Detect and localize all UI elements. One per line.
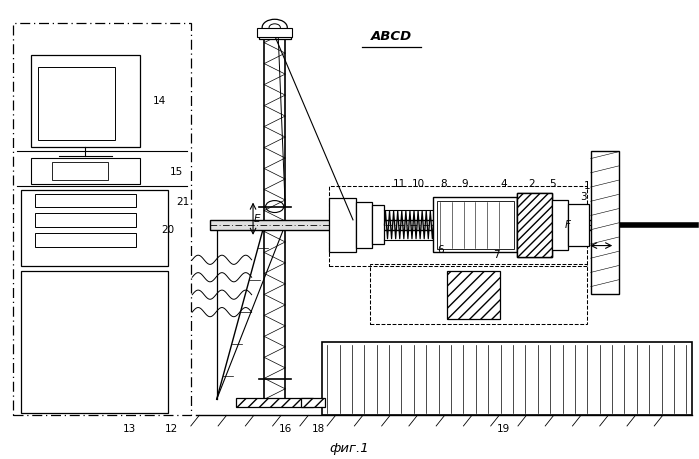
Text: 8: 8 — [440, 179, 447, 189]
Bar — [517, 193, 552, 257]
Bar — [356, 202, 372, 248]
Bar — [31, 55, 140, 147]
Text: фиг.1: фиг.1 — [330, 442, 369, 455]
Bar — [591, 151, 619, 294]
Text: 11: 11 — [394, 179, 406, 189]
Bar — [236, 398, 313, 407]
Bar — [437, 201, 514, 249]
Bar — [372, 205, 384, 244]
Bar — [257, 28, 292, 37]
Text: 21: 21 — [177, 197, 189, 207]
Text: 15: 15 — [170, 167, 182, 177]
Text: E: E — [254, 214, 261, 224]
Bar — [517, 193, 552, 257]
Text: 9: 9 — [461, 179, 468, 189]
Text: 3: 3 — [580, 192, 587, 202]
Bar — [568, 204, 589, 246]
Bar — [329, 198, 356, 252]
Bar — [38, 67, 115, 140]
Bar — [21, 271, 168, 413]
Text: 16: 16 — [279, 424, 291, 434]
Bar — [259, 30, 291, 39]
Text: 7: 7 — [493, 250, 500, 260]
Bar — [35, 194, 136, 207]
Bar — [21, 190, 168, 266]
Bar — [52, 162, 108, 180]
Bar — [447, 271, 500, 319]
Text: 13: 13 — [123, 424, 136, 434]
Text: 20: 20 — [161, 225, 174, 235]
Text: 10: 10 — [412, 179, 424, 189]
Text: ABCD: ABCD — [371, 30, 412, 43]
Bar — [301, 398, 325, 407]
Text: 12: 12 — [165, 424, 178, 434]
Bar — [552, 200, 568, 250]
Text: 6: 6 — [437, 245, 444, 255]
Bar — [35, 213, 136, 227]
Text: 5: 5 — [549, 179, 556, 189]
Bar — [433, 197, 517, 252]
Bar — [322, 342, 692, 415]
Text: 18: 18 — [312, 424, 324, 434]
Bar — [370, 264, 587, 324]
Text: 19: 19 — [497, 424, 510, 434]
Bar — [35, 233, 136, 247]
Text: F: F — [565, 220, 570, 230]
Bar — [13, 23, 191, 415]
Text: 14: 14 — [153, 96, 166, 106]
Bar — [329, 186, 587, 266]
Text: 2: 2 — [528, 179, 535, 189]
Text: 1: 1 — [584, 181, 591, 191]
Text: 4: 4 — [500, 179, 507, 189]
Bar — [210, 220, 598, 230]
Bar — [31, 158, 140, 184]
